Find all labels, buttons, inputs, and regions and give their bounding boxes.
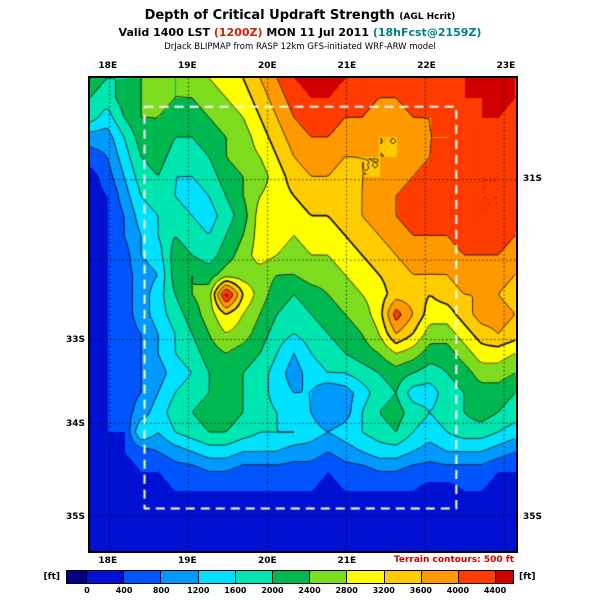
- axis-label-right: 31S: [523, 173, 543, 184]
- colorbar-segment: [384, 571, 422, 583]
- colorbar-segment: [347, 571, 385, 583]
- axis-label-bottom: 18E: [98, 556, 118, 566]
- axis-label-top: 21E: [337, 61, 357, 71]
- axis-label-right: 35S: [523, 512, 543, 523]
- axis-label-bottom: 20E: [257, 556, 277, 566]
- axis-label-left: 33S: [65, 334, 85, 345]
- colorbar-tick: 3200: [372, 586, 395, 595]
- colorbar-segment: [458, 571, 497, 583]
- map-frame: [88, 76, 518, 553]
- page-title: Depth of Critical Updraft Strength (AGL …: [0, 8, 600, 23]
- axis-label-top: 18E: [98, 61, 118, 71]
- colorbar-segment: [161, 571, 199, 583]
- colorbar-segment: [421, 571, 459, 583]
- colorbar-unit-left: [ft]: [43, 572, 60, 582]
- colorbar-tick: 3600: [409, 586, 432, 595]
- colorbar-segment: [67, 571, 87, 583]
- valid-zulu: (1200Z): [213, 26, 263, 39]
- colorbar-tick: 0: [84, 586, 90, 595]
- colorbar-segment: [272, 571, 311, 583]
- colorbar: [66, 570, 514, 584]
- valid-line: Valid 1400 LST (1200Z) MON 11 Jul 2011 (…: [0, 26, 600, 39]
- axis-label-bottom: 21E: [337, 556, 357, 566]
- model-attribution: DrJack BLIPMAP from RASP 12km GFS-initia…: [164, 42, 436, 52]
- colorbar-ticks: 0 400 800 1200 1600 2000 2400 2800 3200 3600 4000 4…: [66, 586, 514, 597]
- axis-label-top: 23E: [496, 61, 516, 71]
- axis-label-top: 22E: [417, 61, 436, 71]
- map-canvas: [90, 78, 516, 551]
- title-suffix: (AGL Hcrit): [399, 12, 456, 22]
- terrain-contours-note: Terrain contours: 500 ft: [393, 555, 514, 565]
- colorbar-unit-right: [ft]: [519, 572, 536, 582]
- colorbar-segment: [496, 571, 514, 583]
- colorbar-segment: [124, 571, 162, 583]
- colorbar-tick: 400: [115, 586, 133, 595]
- colorbar-tick: 2000: [261, 586, 284, 595]
- colorbar-tick: 4400: [483, 586, 507, 595]
- colorbar-tick: 800: [152, 586, 170, 595]
- axis-label-left: 35S: [65, 512, 85, 523]
- colorbar-tick: 2400: [298, 586, 321, 595]
- colorbar-tick: 4000: [446, 586, 470, 595]
- colorbar-segment: [235, 571, 273, 583]
- valid-fcst: (18hFcst@2159Z): [372, 26, 482, 39]
- axis-label-top: 20E: [257, 61, 277, 71]
- title-main: Depth of Critical Updraft Strength: [144, 8, 395, 23]
- colorbar-segment: [198, 571, 236, 583]
- axis-label-left: 34S: [65, 419, 85, 430]
- colorbar-tick: 2800: [335, 586, 358, 595]
- valid-date: MON 11 Jul 2011: [266, 26, 369, 39]
- axis-label-top: 19E: [177, 61, 197, 71]
- axis-label-bottom: 19E: [177, 556, 197, 566]
- colorbar-segment: [310, 571, 348, 583]
- colorbar-tick: 1200: [187, 586, 210, 595]
- colorbar-segment: [87, 571, 125, 583]
- valid-prefix: Valid 1400 LST: [118, 26, 211, 39]
- colorbar-tick: 1600: [224, 586, 247, 595]
